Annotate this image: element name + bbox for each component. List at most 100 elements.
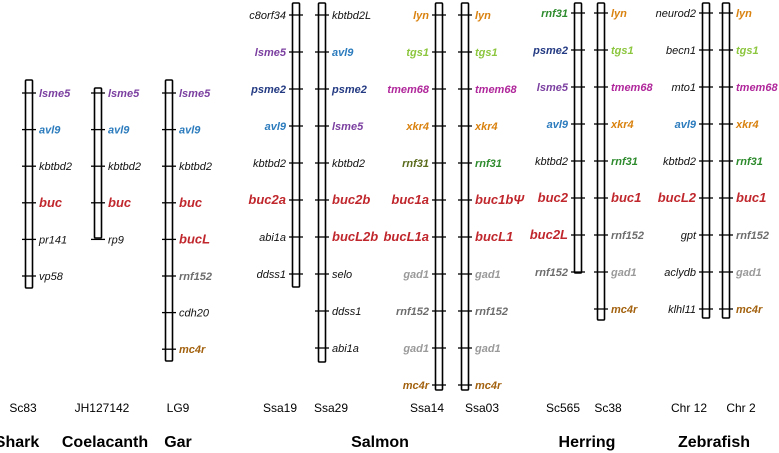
gene-label: avl9 [547, 119, 569, 131]
gene-label: buc [108, 195, 132, 210]
gene-label: cdh20 [179, 308, 210, 320]
gene-label: tgs1 [611, 45, 634, 57]
gene-label: lyn [413, 10, 429, 22]
chromosome-label: Ssa03 [465, 401, 499, 415]
gene-label: gad1 [735, 267, 762, 279]
gene-label: abi1a [332, 343, 359, 355]
gene-label: rnf152 [736, 230, 769, 242]
gene-label: bucL2 [658, 190, 697, 205]
chromosome-label: LG9 [167, 401, 190, 415]
chromosome-ssa19: c8orf34 lsme5 psme2 avl9 kbtbd2 buc2a abi1a dds… [248, 2, 303, 288]
gene-label: rp9 [108, 234, 124, 246]
chromosome-ssa03: lyn tgs1 tmem68 xkr4 rnf31 buc1bΨ bucL1 gad1 rnf… [458, 2, 525, 392]
chromosome-chr2: lyn tgs1 tmem68 xkr4 rnf31 buc1 rnf152 gad1 mc4r [719, 2, 778, 319]
chromosome-sc83: lsme5 avl9 kbtbd2 buc pr141 vp58 [22, 79, 72, 289]
chromosome-bar [291, 2, 301, 288]
gene-label: vp58 [39, 271, 64, 283]
chromosome-bar [164, 79, 174, 362]
chromosome-label: Chr 2 [726, 401, 756, 415]
gene-label: ddss1 [332, 306, 361, 318]
gene-label: pr141 [38, 234, 67, 246]
gene-label: gad1 [610, 267, 637, 279]
gene-label: lyn [611, 8, 627, 20]
gene-label: kbtbd2 [253, 158, 286, 170]
gene-label: rnf31 [541, 8, 568, 20]
gene-label: gad1 [474, 343, 501, 355]
gene-label: mc4r [403, 380, 430, 392]
species-label-herring: Herring [559, 434, 616, 451]
gene-label: ddss1 [257, 269, 286, 281]
gene-label: buc2L [530, 227, 568, 242]
gene-label: avl9 [265, 121, 287, 133]
chromosome-bar [317, 2, 327, 363]
gene-label: tgs1 [736, 45, 759, 57]
gene-label: avl9 [108, 125, 130, 137]
gene-label: gad1 [402, 269, 429, 281]
gene-label: bucL [179, 231, 210, 246]
gene-label: kbtbd2 [39, 161, 72, 173]
gene-label: xkr4 [405, 121, 429, 133]
gene-label: xkr4 [610, 119, 634, 131]
gene-label: lsme5 [255, 47, 287, 59]
gene-label: mc4r [179, 344, 206, 356]
gene-label: buc [179, 195, 203, 210]
gene-label: c8orf34 [249, 10, 286, 22]
gene-label: lsme5 [108, 88, 140, 100]
chromosome-label: Sc83 [9, 401, 37, 415]
gene-label: xkr4 [474, 121, 498, 133]
gene-label: rnf152 [179, 271, 212, 283]
chromosome-bar [434, 2, 444, 391]
gene-label: rnf31 [475, 158, 502, 170]
gene-label: neurod2 [656, 8, 696, 20]
gene-label: tgs1 [406, 47, 429, 59]
chromosome-bar [573, 2, 583, 274]
gene-label: avl9 [675, 119, 697, 131]
gene-label: kbtbd2 [179, 161, 212, 173]
gene-label: mto1 [672, 82, 696, 94]
gene-label: buc1 [611, 190, 641, 205]
gene-label: buc2b [332, 192, 370, 207]
gene-label: lsme5 [39, 88, 71, 100]
gene-label: buc [39, 195, 63, 210]
species-label-shark: Shark [0, 434, 39, 451]
gene-label: mc4r [611, 304, 638, 316]
chromosome-label: Chr 12 [671, 401, 707, 415]
species-label-zebrafish: Zebrafish [678, 434, 750, 451]
gene-label: psme2 [532, 45, 568, 57]
gene-label: bucL1a [383, 229, 429, 244]
species-label-gar: Gar [164, 434, 192, 451]
gene-label: gpt [681, 230, 697, 242]
gene-label: bucL2b [332, 229, 378, 244]
species-label-salmon: Salmon [351, 434, 409, 451]
gene-label: kbtbd2 [663, 156, 696, 168]
gene-label: tmem68 [611, 82, 653, 94]
gene-label: psme2 [331, 84, 367, 96]
chromosome-jh127142: lsme5 avl9 kbtbd2 buc rp9 [91, 87, 141, 246]
gene-label: rnf31 [402, 158, 429, 170]
chromosome-bar [460, 2, 470, 391]
gene-label: gad1 [402, 343, 429, 355]
chromosome-sc565: rnf31 psme2 lsme5 avl9 kbtbd2 buc2 buc2L rnf152 [530, 2, 585, 279]
gene-label: buc2 [538, 190, 569, 205]
chromosome-label: Sc38 [594, 401, 622, 415]
chromosome-ssa14: lyn tgs1 tmem68 xkr4 rnf31 buc1a bucL1a gad1 rnf… [383, 2, 446, 392]
gene-label: lsme5 [179, 88, 211, 100]
gene-label: klhl11 [668, 304, 696, 316]
chromosome-ssa29: kbtbd2L avl9 psme2 lsme5 kbtbd2 buc2b bucL2b se… [315, 2, 378, 363]
species-label-coelacanth: Coelacanth [62, 434, 148, 451]
gene-label: tmem68 [387, 84, 429, 96]
chromosome-label: Ssa14 [410, 401, 444, 415]
gene-label: avl9 [332, 47, 354, 59]
gene-label: psme2 [250, 84, 286, 96]
gene-label: avl9 [179, 125, 201, 137]
chromosome-bar [93, 87, 103, 239]
gene-label: mc4r [736, 304, 763, 316]
gene-label: lsme5 [537, 82, 569, 94]
gene-label: rnf152 [475, 306, 508, 318]
gene-label: rnf31 [736, 156, 763, 168]
chromosome-chr12: neurod2 becn1 mto1 avl9 kbtbd2 bucL2 gpt aclydb… [656, 2, 713, 319]
gene-label: buc1a [391, 192, 429, 207]
gene-label: tmem68 [736, 82, 778, 94]
